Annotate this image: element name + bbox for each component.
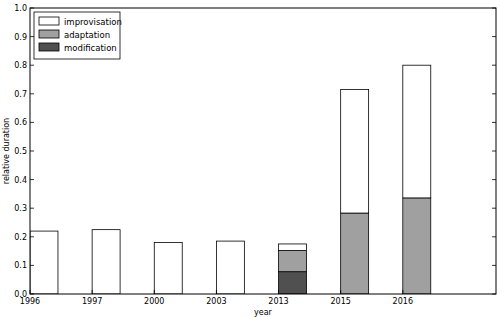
bar-segment (30, 231, 58, 294)
y-tick (492, 179, 496, 180)
bar-segment (216, 241, 244, 294)
x-tick-label: 2003 (206, 297, 226, 306)
x-tick-label: 2013 (268, 297, 288, 306)
plot-frame (30, 8, 496, 294)
bar-segment (279, 244, 307, 251)
chart-container: 0.00.10.20.30.40.50.60.70.80.91.01996199… (0, 0, 500, 317)
y-tick (30, 65, 34, 66)
bar-segment (341, 213, 369, 294)
bar-segment (154, 243, 182, 294)
x-tick-label: 1996 (20, 297, 40, 306)
y-tick (30, 179, 34, 180)
x-tick (154, 290, 155, 294)
x-tick-label: 1997 (82, 297, 102, 306)
y-tick (492, 65, 496, 66)
bar-segment (403, 198, 431, 294)
legend-label: modification (64, 43, 117, 53)
x-tick-label: 2016 (393, 297, 413, 306)
x-tick-label: 2015 (330, 297, 350, 306)
y-tick (30, 93, 34, 94)
x-tick (30, 290, 31, 294)
bar-segment (341, 90, 369, 214)
y-tick-label: 0.6 (14, 118, 27, 127)
y-tick (492, 93, 496, 94)
legend-swatch (39, 43, 59, 51)
bar-segment (279, 251, 307, 272)
y-tick (30, 36, 34, 37)
chart-svg: 0.00.10.20.30.40.50.60.70.80.91.01996199… (0, 0, 500, 317)
legend-swatch (39, 17, 59, 25)
y-tick (30, 265, 34, 266)
bar-segment (279, 272, 307, 294)
y-tick (30, 151, 34, 152)
bars (30, 65, 431, 294)
y-tick (492, 294, 496, 295)
y-tick (30, 294, 34, 295)
y-tick-label: 0.4 (14, 176, 27, 185)
y-tick (30, 208, 34, 209)
y-tick (492, 265, 496, 266)
x-tick (92, 290, 93, 294)
x-tick (340, 290, 341, 294)
x-tick (278, 290, 279, 294)
legend: improvisation adaptation modification (34, 12, 122, 59)
x-tick (216, 290, 217, 294)
y-tick-label: 0.3 (14, 204, 27, 213)
y-axis-label: relative duration (2, 118, 11, 184)
y-tick (492, 8, 496, 9)
y-tick-label: 0.8 (14, 61, 27, 70)
y-tick (30, 122, 34, 123)
y-tick (492, 236, 496, 237)
y-tick-label: 0.2 (14, 233, 27, 242)
y-tick (492, 151, 496, 152)
bar-segment (403, 65, 431, 198)
x-tick (402, 290, 403, 294)
legend-label: adaptation (64, 30, 110, 40)
legend-label: improvisation (64, 17, 122, 27)
bar-segment (92, 230, 120, 294)
y-tick (492, 208, 496, 209)
y-tick-label: 0.7 (14, 90, 27, 99)
y-tick-label: 0.9 (14, 33, 27, 42)
y-tick-label: 0.5 (14, 147, 27, 156)
x-axis-label: year (254, 308, 273, 317)
x-tick-label: 2000 (144, 297, 164, 306)
y-tick-label: 1.0 (14, 4, 27, 13)
y-tick-label: 0.1 (14, 261, 27, 270)
y-tick (492, 122, 496, 123)
y-tick (492, 36, 496, 37)
legend-swatch (39, 30, 59, 38)
y-tick (30, 236, 34, 237)
y-tick (30, 8, 34, 9)
